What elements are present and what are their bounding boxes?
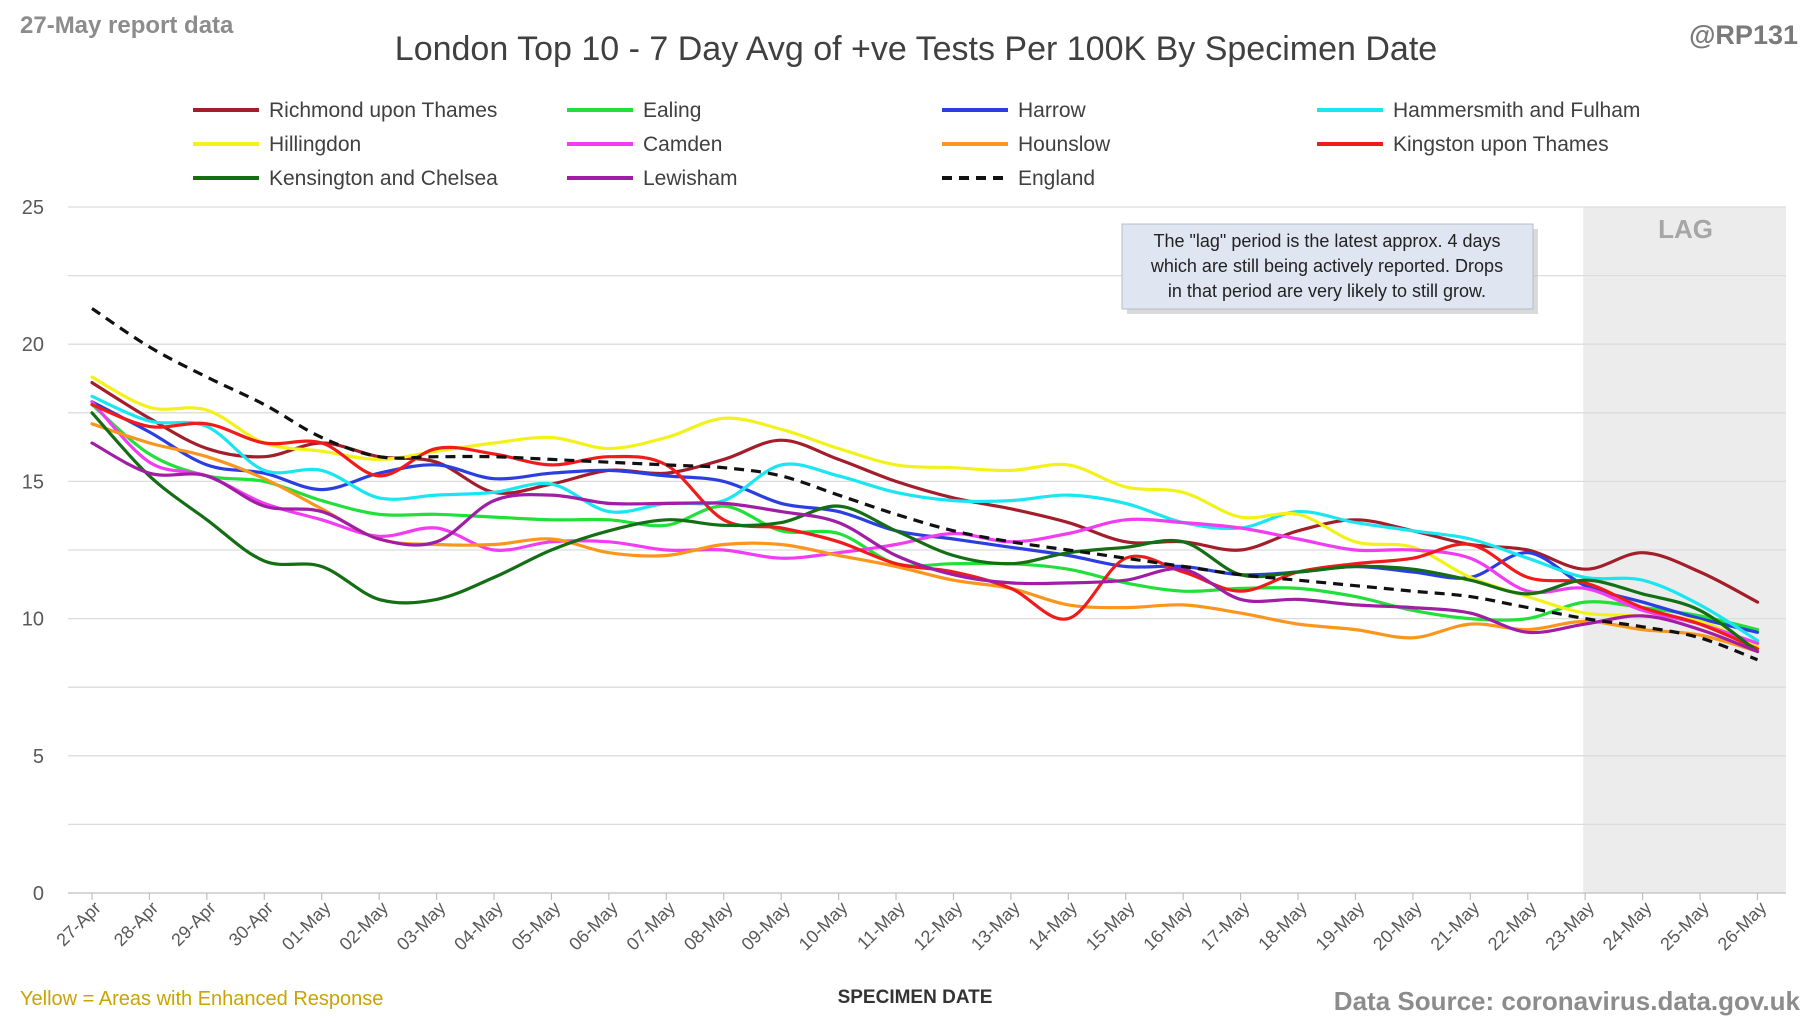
series-line-hillingdon — [90, 375, 1760, 648]
y-tick-label: 20 — [22, 334, 44, 356]
legend-label-kingston-upon-thames: Kingston upon Thames — [1393, 133, 1609, 156]
legend-label-richmond-upon-thames: Richmond upon Thames — [269, 99, 497, 122]
y-tick-label: 10 — [22, 609, 44, 631]
report-label: 27-May report data — [20, 12, 234, 39]
lag-note-box — [1121, 223, 1534, 310]
legend-label-ealing: Ealing — [643, 99, 701, 122]
y-axis-ticks: 0 5 10 15 20 25 — [22, 197, 44, 905]
series-line-kensington-and-chelsea — [90, 411, 1760, 654]
legend-label-camden: Camden — [643, 133, 722, 156]
y-tick-label: 0 — [33, 883, 44, 905]
legend-label-hillingdon: Hillingdon — [269, 133, 361, 156]
legend-label-harrow: Harrow — [1018, 99, 1087, 122]
data-source: Data Source: coronavirus.data.gov.uk — [1334, 986, 1801, 1016]
legend-label-kensington-and-chelsea: Kensington and Chelsea — [269, 167, 498, 190]
author-handle: @RP131 — [1689, 20, 1798, 50]
footer-left-note: Yellow = Areas with Enhanced Response — [20, 988, 383, 1010]
series-lines — [90, 307, 1760, 662]
legend-label-hounslow: Hounslow — [1018, 133, 1111, 156]
lag-note-line-1: The "lag" period is the latest approx. 4… — [1154, 231, 1501, 251]
lag-label: LAG — [1658, 214, 1713, 244]
series-line-hammersmith-and-fulham — [90, 394, 1760, 643]
lag-note-line-3: in that period are very likely to still … — [1168, 281, 1486, 301]
series-line-england — [91, 307, 1759, 662]
lag-note: The "lag" period is the latest approx. 4… — [1121, 223, 1538, 314]
x-axis-title: SPECIMEN DATE — [838, 987, 993, 1008]
legend-label-hammersmith-and-fulham: Hammersmith and Fulham — [1393, 99, 1640, 122]
chart-title: London Top 10 - 7 Day Avg of +ve Tests P… — [395, 30, 1437, 68]
y-tick-label: 15 — [22, 471, 44, 493]
legend-label-england: England — [1018, 167, 1095, 190]
series-line-lewisham — [90, 441, 1760, 654]
y-tick-label: 25 — [22, 197, 44, 219]
legend: Richmond upon Thames Ealing Harrow Hammersm… — [193, 99, 1640, 190]
series-line-harrow — [90, 400, 1760, 634]
lag-note-line-2: which are still being actively reported.… — [1150, 256, 1503, 276]
y-tick-label: 5 — [33, 746, 44, 768]
legend-label-lewisham: Lewisham — [643, 167, 738, 190]
